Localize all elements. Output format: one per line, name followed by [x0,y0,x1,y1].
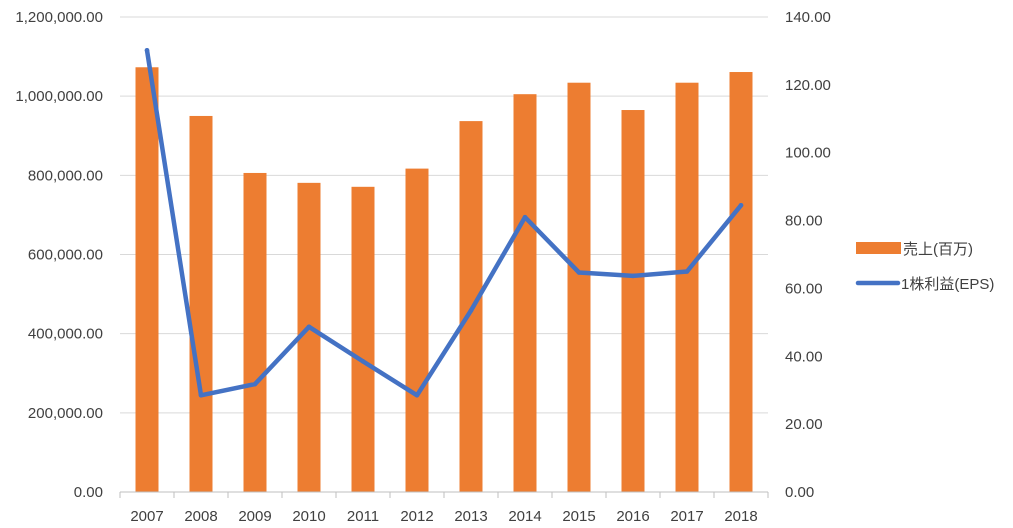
x-tick-label: 2016 [616,508,649,525]
bar-sales [729,72,753,492]
legend-swatch-sales [856,242,901,254]
x-tick-label: 2015 [562,508,595,525]
x-tick-label: 2007 [130,508,163,525]
point-eps [630,273,636,279]
line-series [144,47,744,398]
x-tick-label: 2012 [400,508,433,525]
bar-sales [513,94,537,492]
bar-sales [351,186,375,492]
x-tick-label: 2008 [184,508,217,525]
point-eps [468,308,474,313]
y-right-tick-label: 20.00 [785,416,823,433]
y-left-tick-label: 1,000,000.00 [15,88,103,105]
x-tick-label: 2009 [238,508,271,525]
point-eps [414,393,420,398]
y-right-tick-label: 60.00 [785,280,823,297]
y-left-tick-label: 800,000.00 [28,167,103,184]
bar-series [135,67,753,493]
x-tick-label: 2018 [724,508,757,525]
x-tick-label: 2014 [508,508,541,525]
y-left-tick-label: 600,000.00 [28,247,103,264]
bar-sales [243,172,267,493]
bar-sales [405,168,429,492]
gridlines [120,16,768,414]
y-left-tick-label: 400,000.00 [28,326,103,343]
bar-sales [297,182,321,492]
point-eps [306,324,312,330]
point-eps [198,393,204,398]
y-right-tick-label: 140.00 [785,9,831,26]
legend-label-sales: 売上(百万) [903,241,973,258]
point-eps [738,203,744,208]
line-eps [144,48,744,398]
y-left-tick-label: 1,200,000.00 [15,9,103,26]
y-right-tick-label: 40.00 [785,348,823,365]
x-tick-label: 2017 [670,508,703,525]
y-right-tick-label: 100.00 [785,145,831,162]
y-left-tick-label: 0.00 [74,484,103,501]
bar-sales [675,82,699,492]
y-left-tick-label: 200,000.00 [28,405,103,422]
point-eps [144,47,150,53]
bar-sales [567,82,591,492]
point-eps [360,359,366,364]
bar-sales [621,110,645,492]
bar-sales [189,115,213,492]
x-tick-label: 2010 [292,508,325,525]
bar-sales [135,67,159,492]
legend-label-eps: 1株利益(EPS) [901,276,994,293]
point-eps [684,269,690,274]
point-eps [252,381,258,387]
y-right-tick-label: 80.00 [785,213,823,230]
tick-labels: 0.00 200,000.00 400,000.00 600,000.00 800,00… [15,9,830,525]
axes [119,491,769,498]
x-tick-label: 2011 [347,508,379,525]
y-right-tick-label: 0.00 [785,484,814,501]
y-right-tick-label: 120.00 [785,77,831,94]
legend: 売上(百万) 1株利益(EPS) [855,241,994,293]
point-eps [522,214,528,220]
point-eps [576,270,582,275]
x-tick-label: 2013 [454,508,487,525]
